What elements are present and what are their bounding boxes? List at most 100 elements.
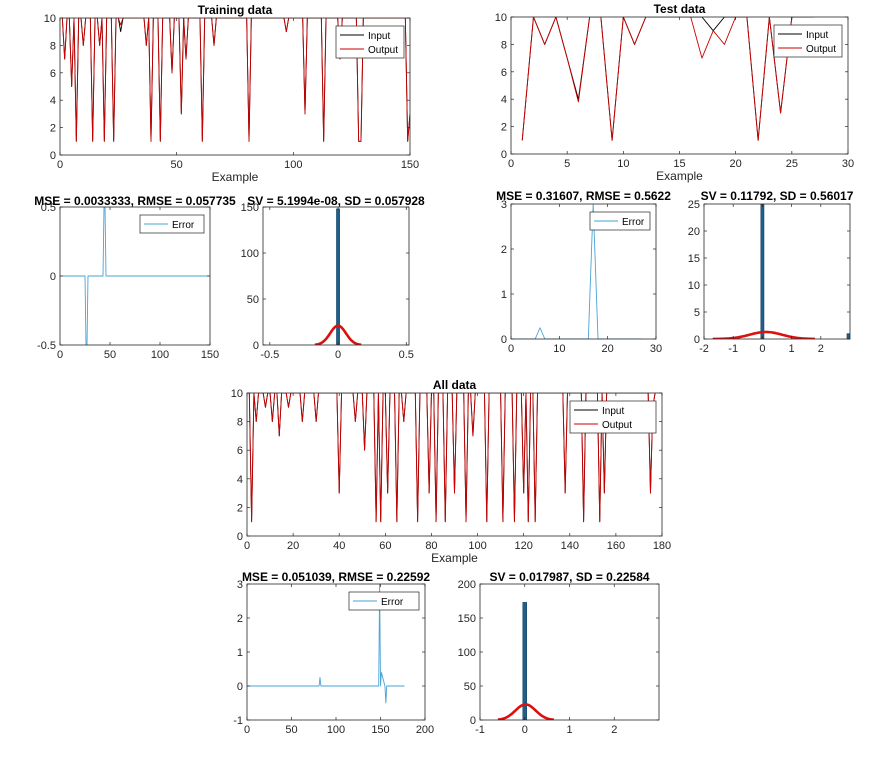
legend-box: [139, 214, 205, 234]
legend-box: [773, 24, 843, 58]
training-data-plot: 0 50 100 150 0 2 4 6 8 10 Training data Example Inpu…: [44, 3, 419, 184]
y-tick-label: 0: [237, 681, 243, 693]
legend-box: [348, 591, 420, 611]
y-tick-label: 3: [237, 579, 243, 591]
x-tick-label: 50: [171, 159, 183, 171]
y-tick-label: 5: [694, 307, 700, 319]
y-tick-label: 6: [50, 68, 56, 80]
x-tick-label: 1: [789, 343, 795, 355]
legend: Error: [589, 211, 651, 231]
y-tick-label: 15: [688, 253, 700, 265]
legend-label: Input: [602, 406, 624, 417]
legend-label: Output: [602, 420, 632, 431]
x-tick-label: 160: [607, 540, 625, 552]
y-tick-label: 0: [50, 271, 56, 283]
y-tick-label: 100: [458, 647, 476, 659]
plot-title: Training data: [198, 3, 273, 17]
y-tick-label: 2: [50, 123, 56, 135]
y-tick-label: 6: [237, 445, 243, 457]
normal-fit-curve: [497, 703, 554, 720]
x-tick-label: 50: [104, 349, 116, 361]
y-tick-label: 200: [458, 579, 476, 591]
plot-content: [712, 204, 850, 339]
histogram-bar: [760, 204, 765, 339]
x-tick-label: 80: [425, 540, 437, 552]
x-tick-label: 50: [285, 724, 297, 736]
x-axis-label: Example: [431, 551, 478, 565]
y-tick-label: 3: [501, 199, 507, 211]
series-line-error: [511, 204, 642, 339]
series-line-error: [247, 584, 405, 704]
x-tick-label: 10: [553, 343, 565, 355]
x-tick-label: 0: [522, 724, 528, 736]
y-tick-label: 8: [237, 417, 243, 429]
plot-area: [480, 584, 659, 720]
x-tick-label: 25: [786, 158, 798, 170]
x-tick-label: 0: [57, 159, 63, 171]
series-line-output: [521, 17, 815, 141]
y-tick-label: 10: [44, 13, 56, 25]
y-tick-label: 0: [50, 150, 56, 162]
x-tick-label: 150: [371, 724, 389, 736]
legend-label: Error: [172, 220, 195, 231]
y-tick-label: 0: [694, 334, 700, 346]
x-tick-label: 1: [566, 724, 572, 736]
plot-frame: [510, 203, 657, 340]
x-tick-label: 0: [57, 349, 63, 361]
x-tick-label: 2: [818, 343, 824, 355]
x-tick-label: 0: [244, 724, 250, 736]
plot-title: MSE = 0.0033333, RMSE = 0.057735: [34, 194, 236, 208]
x-tick-label: 5: [564, 158, 570, 170]
legend-label: Input: [368, 31, 390, 42]
y-tick-label: 0.5: [41, 202, 56, 214]
legend-box: [589, 211, 651, 231]
x-tick-label: 0.5: [399, 349, 414, 361]
x-tick-label: 150: [401, 159, 419, 171]
legend: Input Output: [335, 25, 405, 59]
series-line-error: [60, 207, 210, 345]
x-tick-label: 40: [333, 540, 345, 552]
x-tick-label: 100: [284, 159, 302, 171]
histogram-bar: [846, 333, 850, 339]
x-tick-label: 150: [201, 349, 219, 361]
x-tick-label: -1: [475, 724, 485, 736]
y-tick-label: 8: [50, 40, 56, 52]
y-tick-label: 1: [501, 289, 507, 301]
plot-content: [511, 204, 642, 339]
y-tick-label: 2: [237, 502, 243, 514]
plot-title: MSE = 0.051039, RMSE = 0.22592: [242, 570, 430, 584]
x-tick-label: 30: [842, 158, 854, 170]
x-tick-label: 100: [151, 349, 169, 361]
x-tick-label: -0.5: [260, 349, 279, 361]
x-tick-label: 10: [617, 158, 629, 170]
y-tick-label: 8: [501, 39, 507, 51]
plot-frame: [703, 203, 851, 340]
y-tick-label: 2: [237, 613, 243, 625]
plot-title: Test data: [654, 2, 706, 16]
x-tick-label: 15: [673, 158, 685, 170]
y-tick-label: 50: [247, 294, 259, 306]
normal-fit-curve: [314, 324, 362, 345]
plot-area: [704, 204, 850, 339]
y-tick-label: -0.5: [37, 340, 56, 352]
legend-label: Output: [368, 45, 398, 56]
x-tick-label: 0: [508, 343, 514, 355]
histogram-bar: [522, 602, 527, 720]
y-tick-label: 10: [231, 388, 243, 400]
x-axis-label: Example: [212, 170, 259, 184]
x-tick-label: 20: [730, 158, 742, 170]
plot-content: [247, 584, 405, 704]
all-data-plot: 0 20 40 60 80 100 120 140 160 180 0 2 4 6 8 10 All data E…: [231, 378, 671, 565]
normal-fit-curve: [712, 330, 815, 339]
x-tick-label: 60: [379, 540, 391, 552]
series-line-output: [248, 393, 656, 523]
x-tick-label: 100: [468, 540, 486, 552]
plot-title: SV = 5.1994e-08, SD = 0.057928: [247, 194, 425, 208]
plot-title: SV = 0.11792, SD = 0.56017: [701, 189, 854, 203]
y-tick-label: 150: [458, 613, 476, 625]
y-tick-label: -1: [233, 715, 243, 727]
legend: Error: [139, 214, 205, 234]
